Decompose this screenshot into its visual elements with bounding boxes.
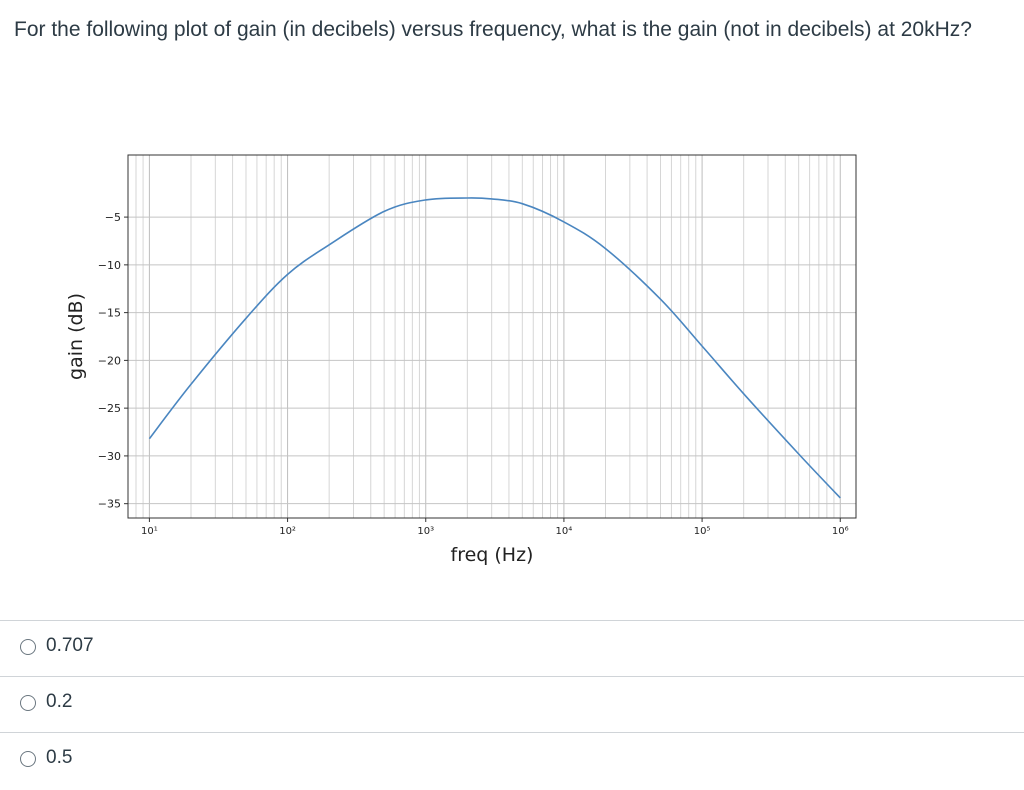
y-tick-label: −20 xyxy=(98,354,121,367)
radio-button[interactable] xyxy=(20,695,36,711)
x-tick-label: 10⁴ xyxy=(556,526,573,537)
x-tick-label: 10¹ xyxy=(141,526,158,537)
answer-option[interactable]: 0.707 xyxy=(0,620,1024,676)
radio-button[interactable] xyxy=(20,639,36,655)
question-text: For the following plot of gain (in decib… xyxy=(14,18,972,41)
answer-label[interactable]: 0.5 xyxy=(46,747,73,768)
y-tick-label: −30 xyxy=(98,450,121,463)
x-axis-label: freq (Hz) xyxy=(451,544,534,566)
y-tick-label: −15 xyxy=(98,307,121,320)
gain-curve xyxy=(148,197,841,499)
plot-frame xyxy=(127,154,857,519)
answer-options: 0.707 0.2 0.5 xyxy=(0,620,1024,788)
x-tick-label: 10² xyxy=(279,526,296,537)
chart-svg: −5 −10 −15 −20 −25 −30 −35 10¹ 10² 10³ 10⁴ 10⁵ 10⁶ fr… xyxy=(65,154,857,566)
answer-label[interactable]: 0.707 xyxy=(46,635,94,656)
x-tick-label: 10³ xyxy=(417,526,434,537)
answer-label[interactable]: 0.2 xyxy=(46,691,73,712)
y-tick-label: −25 xyxy=(98,402,121,415)
x-tick-label: 10⁵ xyxy=(694,526,711,537)
answer-option[interactable]: 0.5 xyxy=(0,732,1024,788)
radio-button[interactable] xyxy=(20,751,36,767)
answer-option[interactable]: 0.2 xyxy=(0,676,1024,732)
y-axis-label: gain (dB) xyxy=(65,293,87,380)
gain-frequency-chart: −5 −10 −15 −20 −25 −30 −35 10¹ 10² 10³ 10⁴ 10⁵ 10⁶ fr… xyxy=(40,140,900,580)
y-tick-label: −5 xyxy=(105,211,121,224)
x-tick-label: 10⁶ xyxy=(832,526,849,537)
y-tick-label: −10 xyxy=(98,259,121,272)
y-tick-label: −35 xyxy=(98,498,121,511)
